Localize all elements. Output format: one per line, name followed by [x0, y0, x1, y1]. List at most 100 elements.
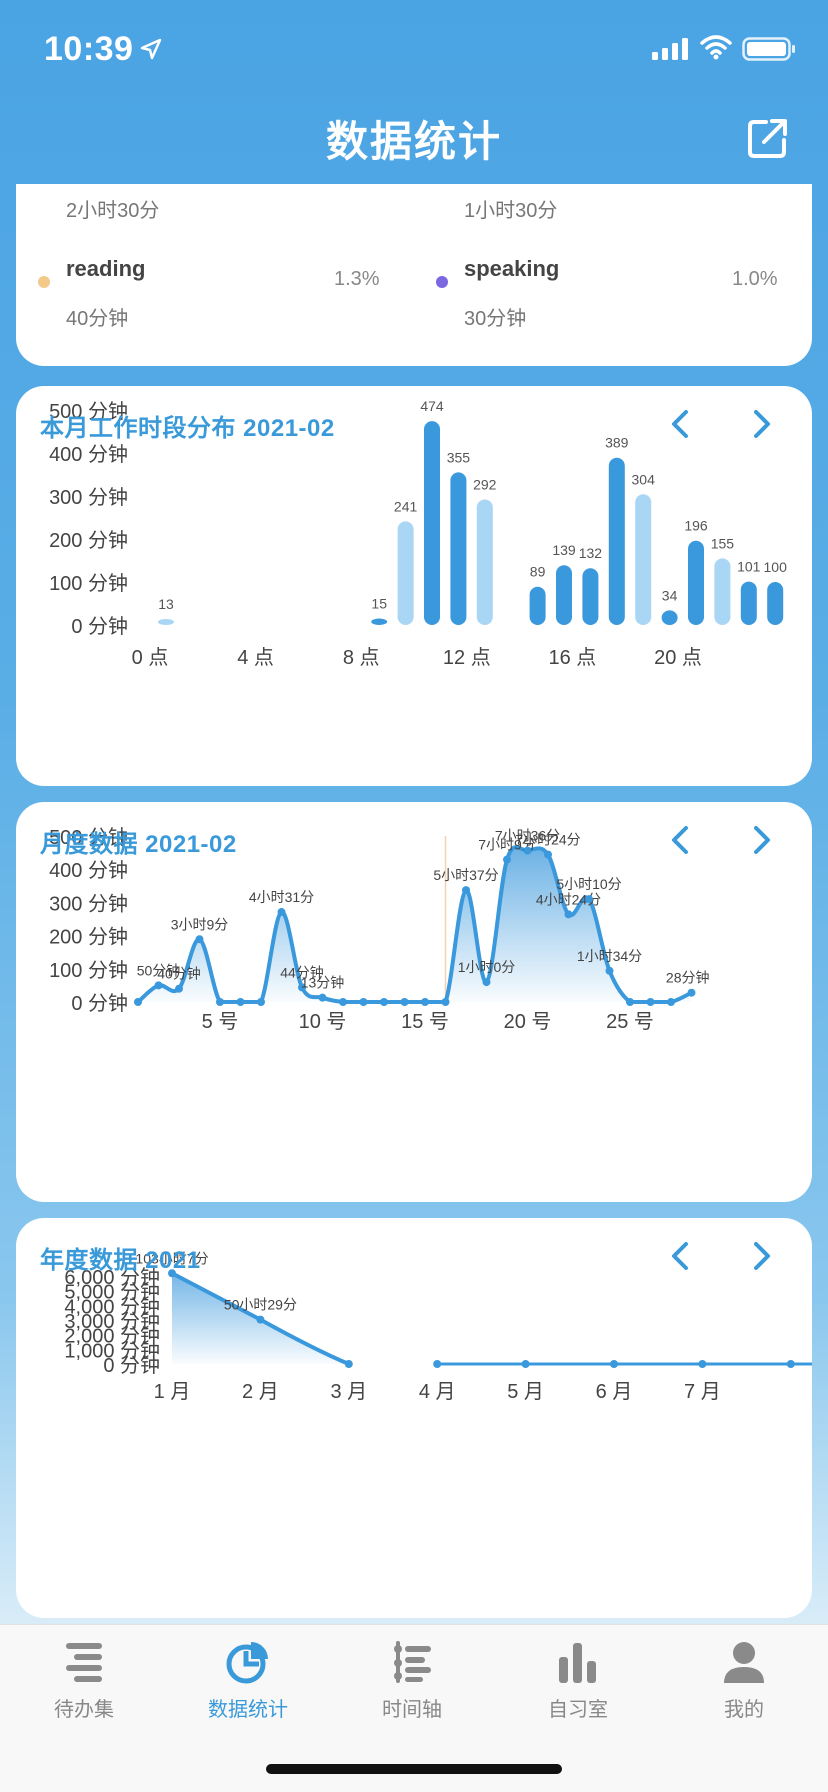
- summary-duration: 2小时30分: [66, 200, 160, 222]
- chevron-left-icon[interactable]: [666, 1238, 696, 1274]
- data-point: [605, 966, 614, 975]
- point-value-label: 103小时7分: [135, 1250, 208, 1266]
- bar: [582, 568, 599, 625]
- y-tick-label: 100 分钟: [49, 959, 128, 982]
- bar: [714, 558, 731, 625]
- y-tick-label: 0 分钟: [71, 615, 128, 638]
- y-tick-label: 6,000 分钟: [64, 1266, 160, 1289]
- data-point: [168, 1269, 176, 1278]
- legend-name-reading: reading: [66, 256, 146, 281]
- chevron-left-icon[interactable]: [666, 406, 696, 442]
- x-tick-label: 1 月: [154, 1381, 191, 1403]
- bar: [608, 457, 625, 625]
- x-tick-label: 0 点: [132, 646, 169, 669]
- legend-percent-reading: 1.3%: [334, 268, 380, 290]
- data-point: [359, 998, 368, 1006]
- chevron-right-icon[interactable]: [746, 406, 776, 442]
- data-point: [544, 850, 552, 859]
- x-tick-label: 16 点: [548, 646, 596, 669]
- y-tick-label: 100 分钟: [49, 572, 128, 595]
- x-tick-label: 7 月: [684, 1381, 721, 1403]
- status-time: 10:39: [44, 30, 134, 68]
- data-point: [298, 983, 306, 992]
- tab-study-room[interactable]: 自习室: [508, 1639, 648, 1722]
- y-tick-label: 1,000 分钟: [64, 1339, 160, 1362]
- tab-statistics[interactable]: 数据统计: [178, 1639, 318, 1722]
- page-title: 数据统计: [325, 118, 502, 165]
- y-tick-label: 500 分钟: [49, 400, 128, 423]
- y-tick-label: 400 分钟: [49, 859, 128, 882]
- point-value-label: 4小时24分: [536, 891, 601, 907]
- data-point: [195, 935, 204, 944]
- bar-value-label: 100: [764, 559, 788, 575]
- x-tick-label: 20 点: [654, 646, 702, 669]
- y-tick-label: 5,000 分钟: [64, 1281, 160, 1304]
- bar-value-label: 196: [684, 518, 708, 534]
- yearly-chart-title: 年度数据 2021: [40, 1247, 201, 1274]
- legend-dot: [436, 276, 448, 288]
- point-value-label: 1小时34分: [577, 948, 642, 964]
- tab-todo[interactable]: 待办集: [14, 1639, 154, 1722]
- bar-value-label: 241: [394, 498, 418, 514]
- bar: [635, 494, 652, 625]
- x-tick-label: 20 号: [504, 1011, 552, 1033]
- data-point: [380, 998, 388, 1006]
- hourly-distribution-card: 0 分钟 100 分钟 200 分钟 300 分钟 400 分钟 500 分钟 0 点 4 点…: [16, 386, 812, 786]
- chevron-right-icon[interactable]: [746, 1238, 776, 1274]
- point-value-label: 44分钟: [280, 964, 324, 980]
- data-point: [154, 981, 163, 990]
- chevron-left-icon[interactable]: [666, 822, 696, 858]
- x-tick-label: 4 点: [237, 646, 274, 669]
- monthly-chart-title: 月度数据 2021-02: [40, 831, 237, 858]
- tab-timeline[interactable]: 时间轴: [342, 1639, 482, 1722]
- data-point: [521, 1360, 530, 1368]
- point-value-label: 13分钟: [301, 975, 345, 991]
- legend-dot: [38, 276, 50, 288]
- bar: [371, 618, 388, 625]
- point-value-label: 50小时29分: [224, 1297, 297, 1313]
- share-icon[interactable]: [746, 116, 790, 160]
- chevron-right-icon[interactable]: [746, 822, 776, 858]
- x-tick-label: 10 号: [299, 1011, 347, 1033]
- home-indicator: [266, 1764, 562, 1774]
- bar-value-label: 132: [579, 545, 603, 561]
- point-value-label: 1小时0分: [458, 959, 516, 975]
- point-value-label: 40分钟: [157, 966, 201, 982]
- bar: [476, 499, 493, 625]
- y-tick-label: 500 分钟: [49, 826, 128, 849]
- y-tick-label: 400 分钟: [49, 443, 128, 466]
- list-icon: [66, 1643, 102, 1682]
- data-point: [256, 1315, 265, 1324]
- point-value-label: 28分钟: [666, 970, 710, 986]
- x-tick-label: 25 号: [606, 1011, 654, 1033]
- x-tick-label: 5 号: [202, 1011, 239, 1033]
- x-tick-label: 4 月: [419, 1381, 456, 1403]
- bar-value-label: 304: [632, 471, 656, 487]
- data-point: [318, 993, 327, 1002]
- bar: [767, 582, 784, 625]
- data-point: [277, 908, 286, 917]
- point-value-label: 4小时31分: [249, 889, 314, 905]
- x-tick-label: 15 号: [401, 1011, 449, 1033]
- data-point: [646, 998, 655, 1006]
- x-tick-label: 12 点: [443, 646, 491, 669]
- person-icon: [724, 1642, 764, 1683]
- x-tick-label: 6 月: [596, 1381, 633, 1403]
- y-tick-label: 4,000 分钟: [64, 1295, 160, 1318]
- legend-duration-speaking: 30分钟: [464, 308, 527, 330]
- tab-label: 时间轴: [382, 1699, 442, 1721]
- bar-value-label: 155: [711, 535, 735, 551]
- data-point: [482, 978, 491, 987]
- bar: [450, 472, 467, 625]
- bar-value-label: 15: [371, 596, 387, 612]
- bar: [556, 565, 572, 625]
- tab-profile[interactable]: 我的: [674, 1639, 814, 1722]
- yearly-data-card: 0 分钟 1,000 分钟 2,000 分钟 3,000 分钟 4,000 分钟 5,00…: [16, 1218, 812, 1618]
- data-point: [523, 846, 532, 855]
- point-value-label: 7小时36分: [495, 828, 560, 844]
- data-point: [433, 1360, 442, 1368]
- tab-label: 我的: [724, 1699, 764, 1721]
- bar-value-label: 34: [662, 587, 678, 603]
- area-fill: [172, 1273, 349, 1364]
- pie-chart-icon: [226, 1642, 268, 1684]
